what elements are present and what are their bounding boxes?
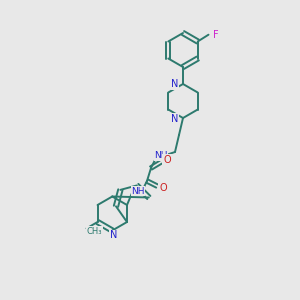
Text: NH: NH bbox=[131, 187, 145, 196]
Text: N: N bbox=[171, 114, 179, 124]
Text: N: N bbox=[171, 79, 179, 89]
Text: O: O bbox=[163, 155, 171, 165]
Text: F: F bbox=[213, 30, 218, 40]
Text: O: O bbox=[159, 183, 167, 193]
Text: N: N bbox=[110, 230, 117, 241]
Text: NH: NH bbox=[154, 152, 168, 160]
Text: CH₃: CH₃ bbox=[87, 227, 102, 236]
